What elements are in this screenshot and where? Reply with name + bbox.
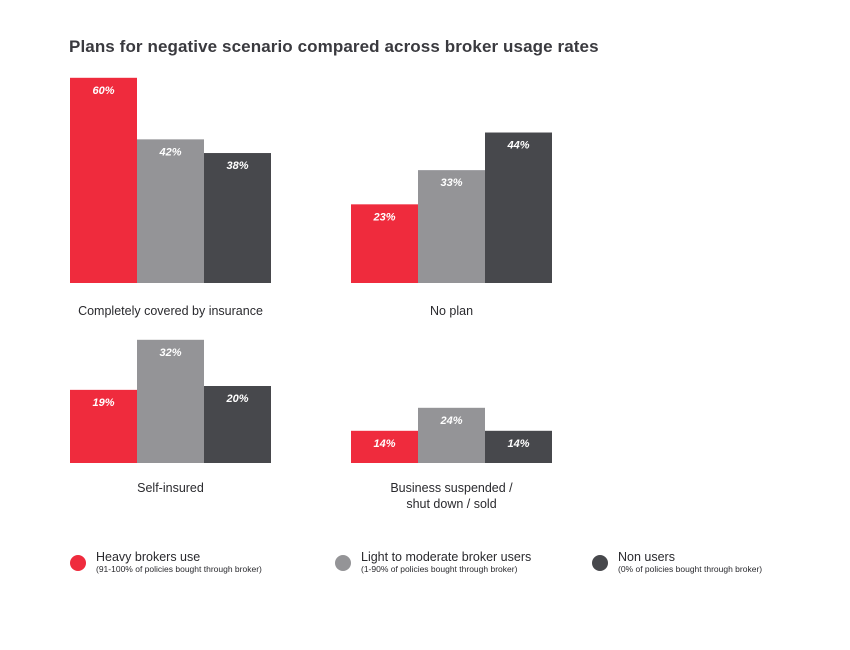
- legend-subtext: (1-90% of policies bought through broker…: [361, 564, 518, 574]
- data-label-non-users: 44%: [506, 140, 529, 152]
- data-label-light-moderate: 33%: [440, 177, 462, 189]
- legend-item-light-moderate: Light to moderate broker users (1-90% of …: [335, 550, 531, 574]
- bar-heavy-brokers: [70, 77, 137, 283]
- category-label: Completely covered by insurance: [78, 304, 263, 318]
- data-label-non-users: 14%: [507, 438, 529, 450]
- legend-swatch: [70, 555, 86, 571]
- data-label-heavy-brokers: 14%: [373, 438, 395, 450]
- panel-4: 14% 24% 14% Business suspended / shut down /…: [351, 407, 552, 511]
- legend-item-non-users: Non users (0% of policies bought through …: [592, 550, 762, 574]
- panel-2: 23% 33% 44% No plan: [351, 132, 552, 318]
- bar-chart-panels: 60% 42% 38% Completely covered by insurance…: [70, 77, 552, 511]
- bar-heavy-brokers: [351, 204, 418, 283]
- category-label: Self-insured: [137, 481, 204, 495]
- data-label-non-users: 38%: [226, 160, 248, 172]
- legend-swatch: [335, 555, 351, 571]
- legend-name: Heavy brokers use: [96, 550, 201, 564]
- legend-subtext: (91-100% of policies bought through brok…: [96, 564, 262, 574]
- category-label: No plan: [430, 304, 473, 318]
- data-label-non-users: 20%: [225, 393, 248, 405]
- data-label-heavy-brokers: 23%: [372, 211, 395, 223]
- bar-non-users: [204, 153, 271, 283]
- legend-item-heavy-brokers: Heavy brokers use (91-100% of policies bo…: [70, 550, 262, 574]
- data-label-light-moderate: 42%: [158, 146, 181, 158]
- bar-light-moderate: [418, 170, 485, 283]
- data-label-heavy-brokers: 19%: [92, 397, 114, 409]
- bar-heavy-brokers: [70, 389, 137, 463]
- panel-3: 19% 32% 20% Self-insured: [70, 339, 271, 495]
- legend-swatch: [592, 555, 608, 571]
- bar-non-users: [485, 132, 552, 283]
- bar-non-users: [485, 430, 552, 463]
- bar-non-users: [204, 386, 271, 463]
- data-label-heavy-brokers: 60%: [92, 85, 114, 97]
- category-label: shut down / sold: [406, 497, 496, 511]
- bar-light-moderate: [418, 407, 485, 463]
- legend-name: Non users: [618, 550, 675, 564]
- bar-heavy-brokers: [351, 430, 418, 463]
- panel-1: 60% 42% 38% Completely covered by insurance: [70, 77, 271, 318]
- legend-name: Light to moderate broker users: [361, 550, 532, 564]
- chart-title: Plans for negative scenario compared acr…: [69, 37, 599, 56]
- legend-subtext: (0% of policies bought through broker): [618, 564, 763, 574]
- bar-light-moderate: [137, 139, 204, 283]
- category-label: Business suspended /: [390, 481, 513, 495]
- data-label-light-moderate: 24%: [439, 415, 462, 427]
- bar-light-moderate: [137, 339, 204, 463]
- data-label-light-moderate: 32%: [159, 347, 181, 359]
